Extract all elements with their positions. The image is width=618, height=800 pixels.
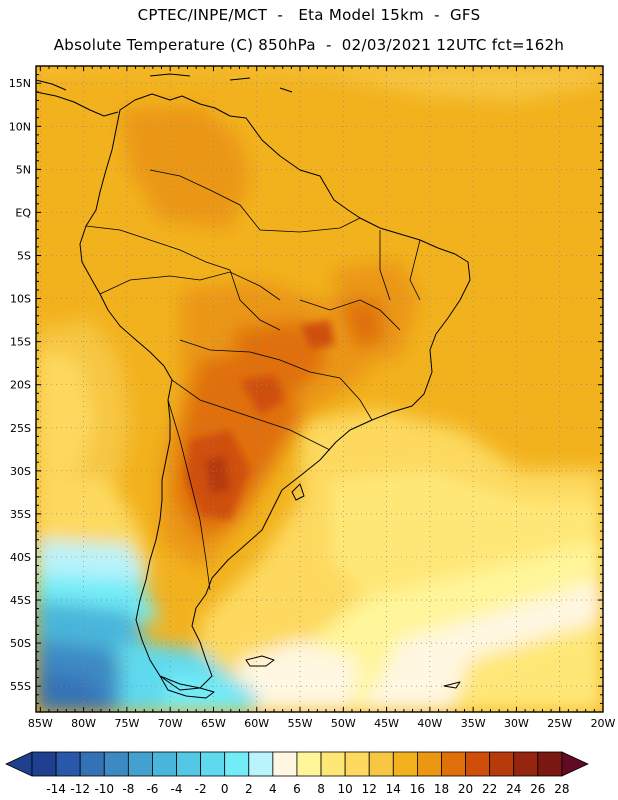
colorbar-swatch [127,751,153,777]
colorbar-swatch [176,751,202,777]
colorbar-swatch [465,751,491,777]
colorbar-max-arrow [561,751,589,777]
colorbar-min-arrow [5,751,33,777]
lat-label: 45S [10,594,31,607]
lon-label: 85W [28,717,53,730]
lon-label: 55W [288,717,313,730]
chart-title-line1: CPTEC/INPE/MCT - Eta Model 15km - GFS [137,6,481,24]
longitude-labels: 85W 80W 75W 70W 65W 60W 55W 50W 45W 40W 35W 30W 25W 2… [28,717,616,730]
lon-label: 40W [417,717,442,730]
map-frame [35,65,604,713]
lat-label: 10S [10,293,31,306]
colorbar-swatch [344,751,370,777]
colorbar-swatches [5,751,589,777]
lon-label: 65W [201,717,226,730]
colorbar-label: -14 [46,782,66,796]
colorbar-label: 18 [434,782,449,796]
colorbar-label: 10 [337,782,352,796]
colorbar-label: 14 [386,782,401,796]
colorbar-swatch [272,751,298,777]
colorbar-swatch [513,751,539,777]
colorbar-swatch [320,751,346,777]
colorbar-label: 12 [362,782,377,796]
colorbar-swatch [441,751,466,777]
colorbar-swatch [368,751,394,777]
colorbar-label: 26 [530,782,545,796]
colorbar-swatch [416,751,442,777]
colorbar-swatch [79,751,105,777]
lat-label: 40S [10,551,31,564]
colorbar-label: 0 [221,782,229,796]
colorbar-swatch [296,751,322,777]
colorbar-swatch [489,751,515,777]
coastline [36,73,471,699]
country-borders [85,169,421,591]
lat-label: EQ [15,206,31,219]
colorbar-label: 28 [554,782,569,796]
lon-label: 25W [547,717,572,730]
colorbar-label: -4 [171,782,183,796]
colorbar-label: 6 [293,782,301,796]
lat-label: 20S [10,379,31,392]
colorbar-swatch [392,751,418,777]
chart-title-line2: Absolute Temperature (C) 850hPa - 02/03/… [53,36,565,54]
lat-label: 35S [10,508,31,521]
colorbar-label: -10 [94,782,114,796]
lon-label: 50W [331,717,356,730]
colorbar-label: 2 [245,782,253,796]
lat-label: 55S [10,680,31,693]
colorbar-labels: -14 -12 -10 -8 -6 -4 -2 0 2 4 6 8 10 12 14 16 18 20 22 24 26… [46,782,569,796]
colorbar-label: 8 [317,782,325,796]
colorbar-swatch [248,751,274,777]
lat-label: 15S [10,336,31,349]
colorbar-label: 22 [482,782,497,796]
lon-label: 30W [504,717,529,730]
colorbar-swatch [152,751,177,777]
colorbar-swatch [55,751,81,777]
colorbar-swatch [537,751,563,777]
colorbar-swatch [103,751,129,777]
lon-label: 20W [591,717,616,730]
colorbar-label: 20 [458,782,473,796]
colorbar-swatch [224,751,250,777]
lat-label: 50S [10,637,31,650]
lon-label: 60W [244,717,269,730]
lat-label: 5S [17,249,31,262]
lon-label: 80W [71,717,96,730]
lat-label: 10N [9,120,31,133]
lat-label: 30S [10,465,31,478]
colorbar-label: 24 [506,782,521,796]
lat-label: 5N [16,163,31,176]
colorbar-swatch [31,751,57,777]
lat-label: 25S [10,422,31,435]
temperature-field [36,66,603,712]
colorbar-label: -2 [195,782,207,796]
colorbar-label: -8 [122,782,134,796]
colorbar-label: 16 [410,782,425,796]
lon-label: 35W [461,717,486,730]
latitude-labels: 15N 10N 5N EQ 5S 10S 15S 20S 25S 30S 35S 40S 45S 50S 5… [9,77,32,693]
lat-label: 15N [9,77,31,90]
colorbar-swatch [200,751,226,777]
colorbar-label: -12 [70,782,90,796]
lon-label: 45W [374,717,399,730]
colorbar-label: -6 [146,782,158,796]
lon-label: 70W [158,717,183,730]
lon-label: 75W [114,717,139,730]
colorbar-label: 4 [269,782,277,796]
